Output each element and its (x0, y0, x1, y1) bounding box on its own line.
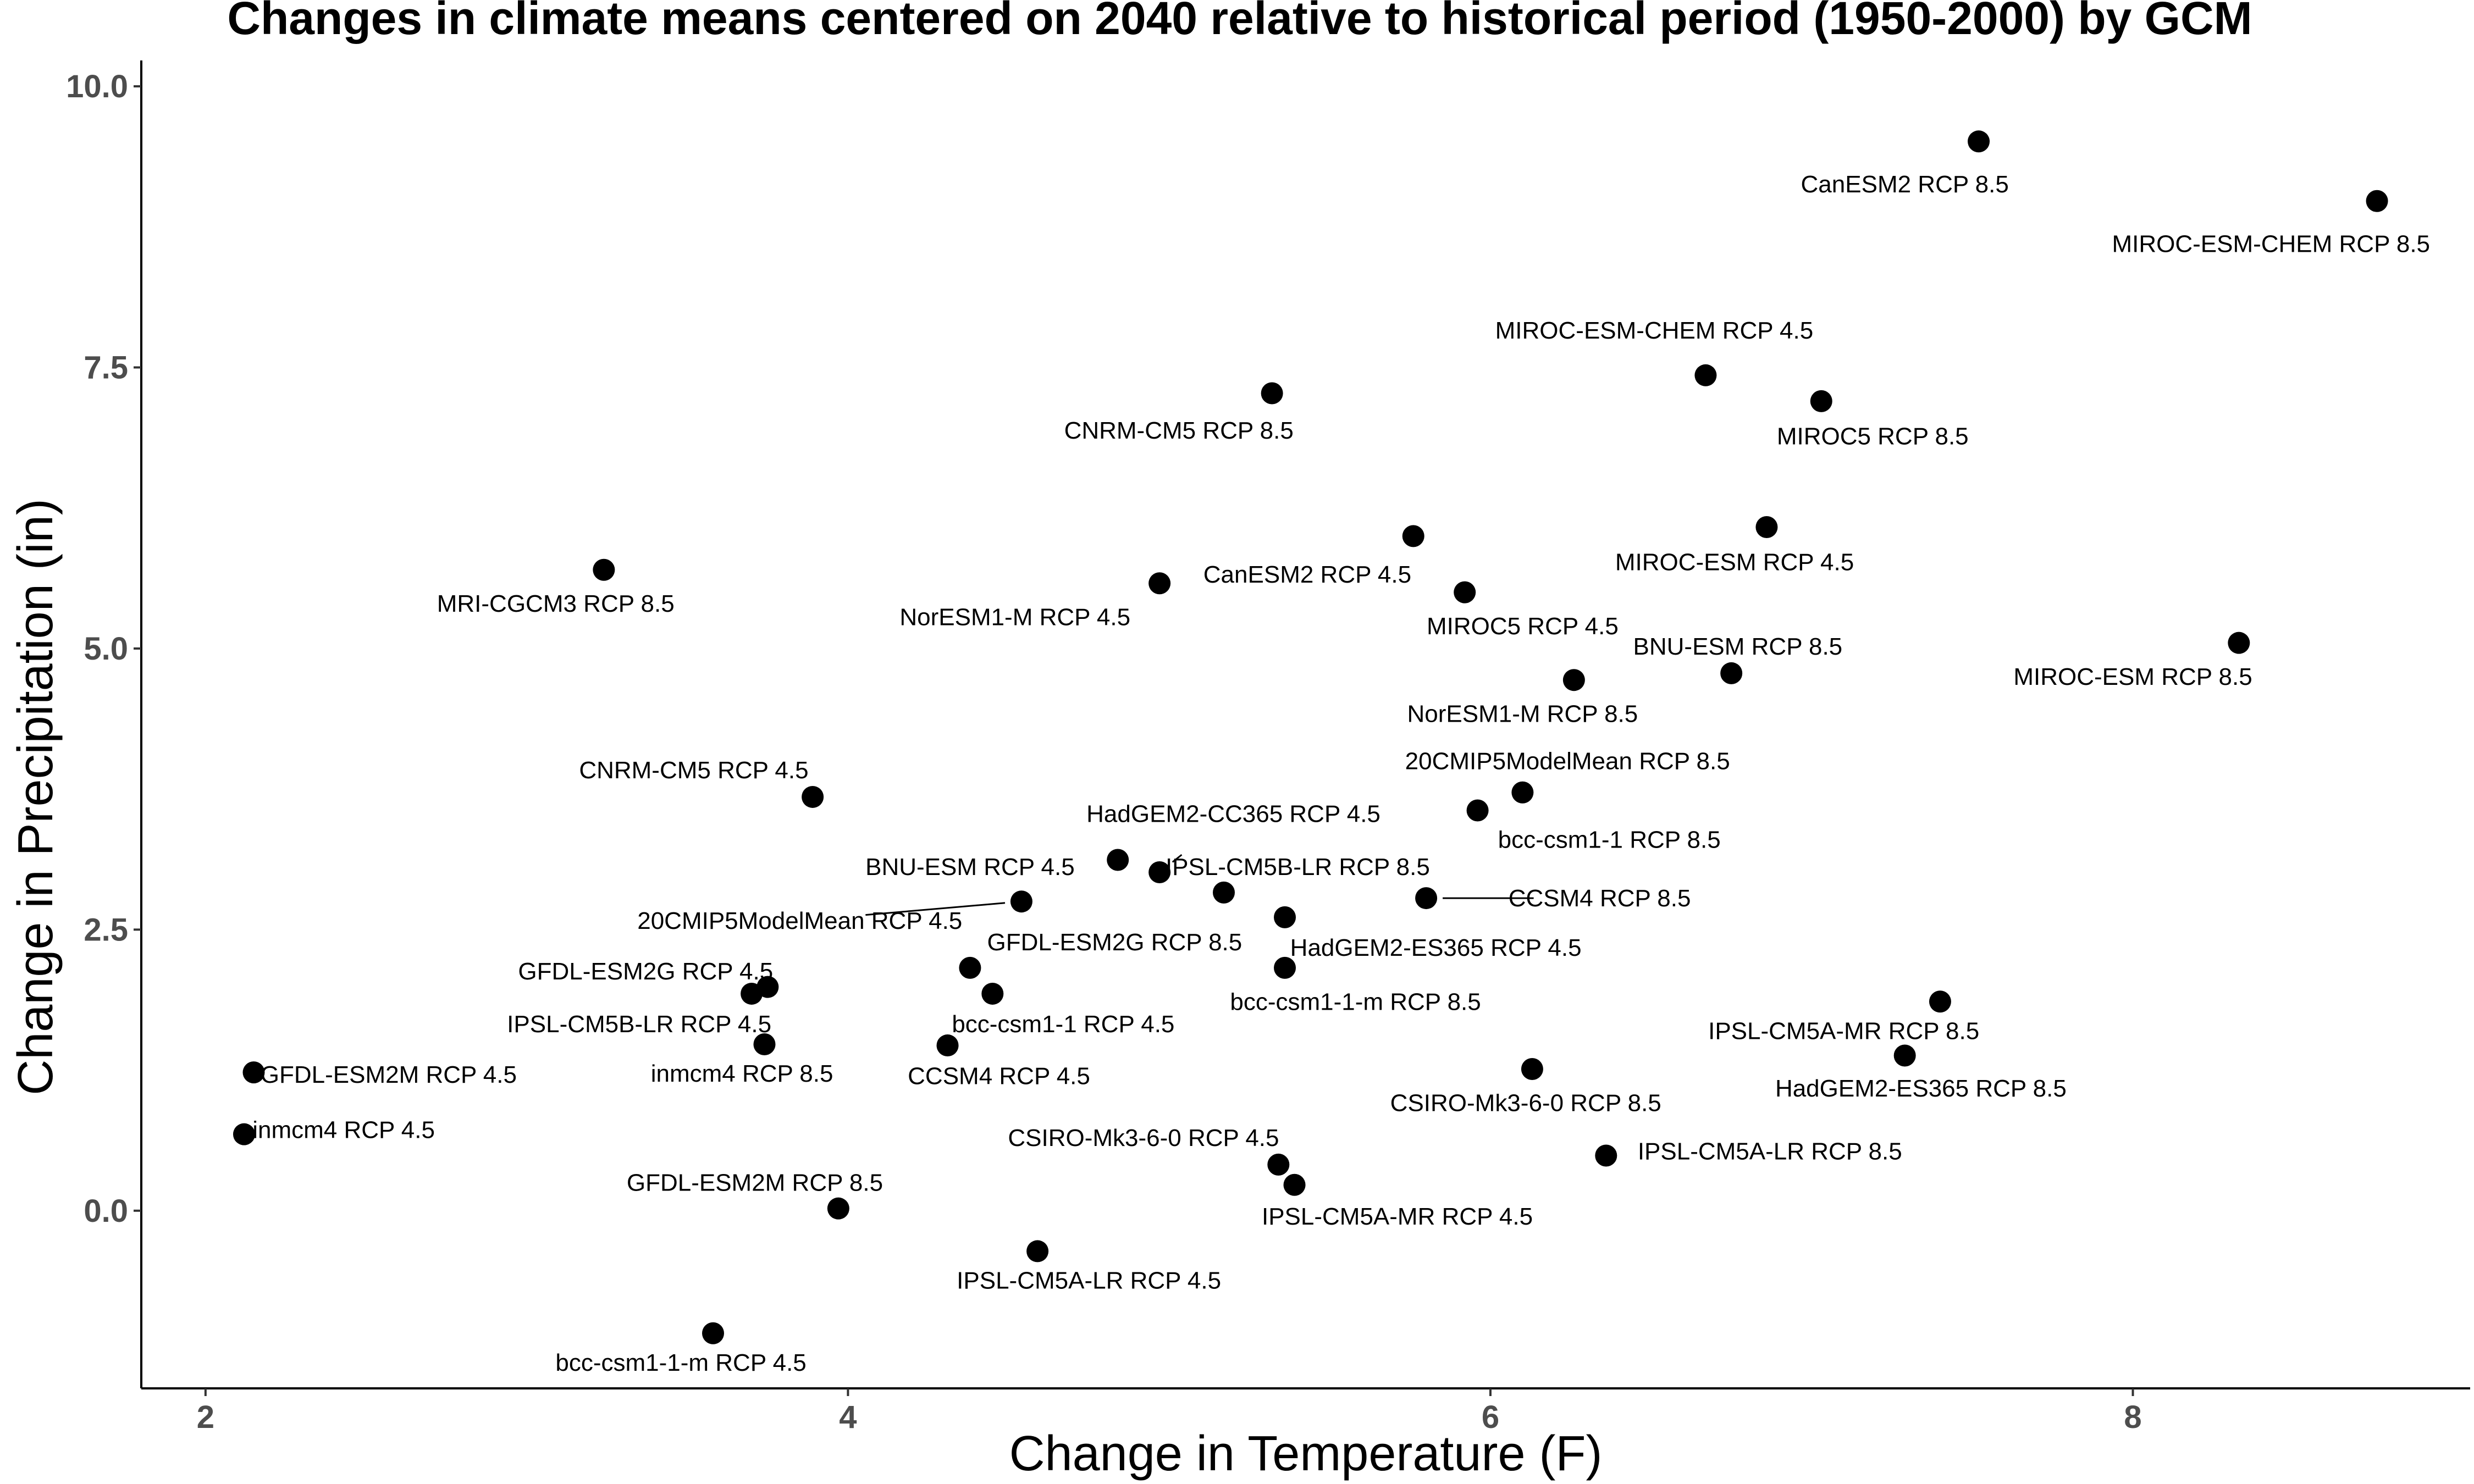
data-point (1562, 669, 1585, 691)
data-point (1810, 390, 1832, 412)
x-axis-title: Change in Temperature (F) (1009, 1426, 1603, 1481)
data-point (1213, 881, 1235, 904)
data-point (1026, 1240, 1049, 1262)
point-label: MIROC5 RCP 8.5 (1777, 423, 1969, 450)
data-point (936, 1034, 959, 1057)
point-label: CNRM-CM5 RCP 4.5 (579, 757, 808, 784)
point-label: MRI-CGCM3 RCP 8.5 (437, 590, 675, 617)
point-label: CanESM2 RCP 8.5 (1801, 171, 2009, 198)
point-label: CSIRO-Mk3-6-0 RCP 4.5 (1008, 1125, 1279, 1151)
x-tick-label: 4 (839, 1399, 857, 1435)
point-label: bcc-csm1-1-m RCP 8.5 (1230, 988, 1481, 1015)
point-label: GFDL-ESM2M RCP 4.5 (261, 1061, 517, 1088)
y-tick-label: 5.0 (84, 631, 128, 667)
data-point (753, 1033, 776, 1056)
y-tick-label: 10.0 (66, 69, 128, 104)
data-point (1968, 130, 1990, 153)
data-point (1415, 887, 1438, 910)
data-point (1283, 1173, 1306, 1196)
data-point (959, 956, 981, 979)
point-label: IPSL-CM5B-LR RCP 4.5 (507, 1011, 771, 1038)
x-tick-label: 6 (1482, 1399, 1499, 1435)
point-label: GFDL-ESM2M RCP 8.5 (627, 1170, 883, 1197)
label-leader-line (865, 902, 1006, 916)
point-label: inmcm4 RCP 8.5 (651, 1060, 833, 1087)
y-tick-label: 7.5 (84, 350, 128, 385)
data-point (593, 558, 615, 581)
point-label: 20CMIP5ModelMean RCP 8.5 (1405, 747, 1730, 774)
data-point (1466, 799, 1489, 822)
data-point (1402, 525, 1424, 547)
data-point (1010, 890, 1032, 913)
data-point (1720, 662, 1743, 684)
chart-title: Changes in climate means centered on 204… (227, 0, 2252, 44)
data-point (2228, 632, 2250, 654)
point-label: IPSL-CM5A-MR RCP 4.5 (1262, 1203, 1533, 1230)
data-point (1521, 1058, 1543, 1081)
point-label: IPSL-CM5A-LR RCP 4.5 (957, 1267, 1221, 1294)
data-point (2366, 190, 2388, 212)
point-label: GFDL-ESM2G RCP 4.5 (518, 958, 773, 985)
y-axis-title: Change in Precipitation (in) (8, 499, 63, 1095)
x-tick-label: 2 (197, 1399, 214, 1435)
point-label: MIROC-ESM RCP 8.5 (2013, 663, 2252, 690)
y-tick-label: 0.0 (84, 1193, 128, 1229)
point-label: HadGEM2-CC365 RCP 4.5 (1086, 801, 1380, 828)
point-label: IPSL-CM5A-LR RCP 8.5 (1638, 1138, 1902, 1165)
data-point (1454, 581, 1476, 603)
point-label: CSIRO-Mk3-6-0 RCP 8.5 (1390, 1089, 1661, 1116)
point-label: MIROC5 RCP 4.5 (1427, 613, 1619, 640)
data-point (1755, 516, 1778, 538)
point-label: BNU-ESM RCP 4.5 (865, 854, 1075, 881)
point-label: inmcm4 RCP 4.5 (252, 1116, 435, 1143)
point-label: IPSL-CM5B-LR RCP 8.5 (1166, 854, 1430, 881)
point-label: CNRM-CM5 RCP 8.5 (1064, 417, 1294, 444)
data-point (1929, 990, 1951, 1013)
point-label: MIROC-ESM RCP 4.5 (1615, 549, 1854, 575)
data-point (1274, 956, 1296, 979)
data-point (1893, 1044, 1916, 1067)
point-label: CCSM4 RCP 4.5 (908, 1062, 1090, 1089)
data-point (242, 1061, 265, 1084)
data-point (1267, 1153, 1290, 1176)
x-tick-label: 8 (2124, 1399, 2141, 1435)
data-point (981, 982, 1004, 1005)
data-point (702, 1322, 725, 1344)
data-point (1148, 861, 1171, 884)
data-point (1511, 781, 1534, 804)
point-label: bcc-csm1-1 RCP 8.5 (1498, 827, 1721, 854)
label-leader-line (1172, 854, 1183, 863)
point-label: CanESM2 RCP 4.5 (1203, 561, 1411, 588)
point-label: BNU-ESM RCP 8.5 (1633, 633, 1843, 660)
point-label: MIROC-ESM-CHEM RCP 8.5 (2112, 230, 2430, 257)
data-point (1148, 572, 1171, 595)
point-label: bcc-csm1-1 RCP 4.5 (952, 1011, 1174, 1038)
data-point (827, 1197, 849, 1220)
data-point (741, 982, 763, 1005)
plot-area: 0.0 2.5 5.0 7.5 10.0 2 4 6 8 CanESM2 RCP 8.5 MIROC… (66, 60, 2470, 1435)
point-label: MIROC-ESM-CHEM RCP 4.5 (1495, 317, 1814, 344)
point-label: IPSL-CM5A-MR RCP 8.5 (1708, 1017, 1979, 1044)
data-point (233, 1123, 255, 1145)
point-label: GFDL-ESM2G RCP 8.5 (987, 929, 1242, 956)
point-label: HadGEM2-ES365 RCP 8.5 (1775, 1075, 2067, 1102)
data-point (802, 785, 824, 808)
point-label: HadGEM2-ES365 RCP 4.5 (1290, 934, 1582, 961)
point-label: CCSM4 RCP 8.5 (1509, 885, 1691, 912)
point-label: 20CMIP5ModelMean RCP 4.5 (637, 907, 962, 934)
point-label: bcc-csm1-1-m RCP 4.5 (555, 1349, 806, 1376)
y-tick-label: 2.5 (84, 912, 128, 948)
data-point (1274, 906, 1296, 928)
point-label: NorESM1-M RCP 4.5 (899, 604, 1130, 631)
data-point (1261, 382, 1283, 405)
data-point (1694, 364, 1717, 386)
data-point (1595, 1144, 1617, 1167)
data-point (1107, 849, 1129, 871)
point-label: NorESM1-M RCP 8.5 (1407, 701, 1638, 728)
